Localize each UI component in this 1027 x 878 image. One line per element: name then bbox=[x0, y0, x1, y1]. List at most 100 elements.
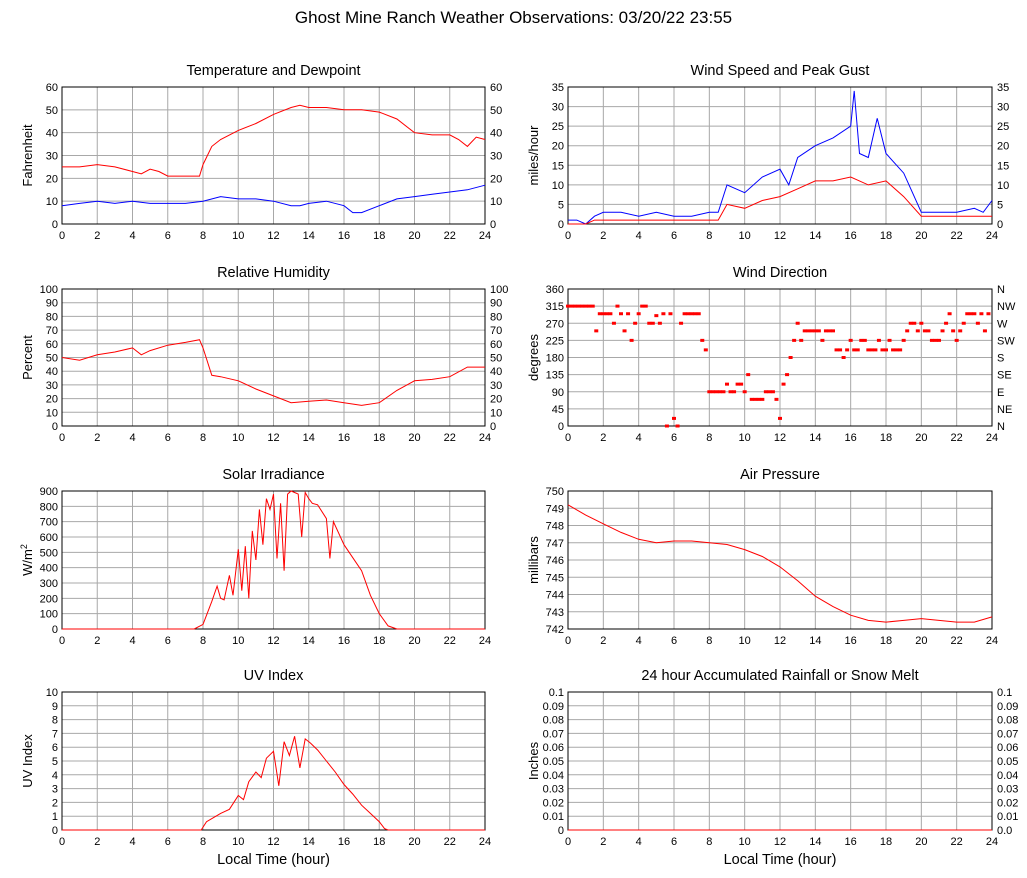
wdir-point-50 bbox=[742, 390, 747, 394]
rain-xtick-6: 6 bbox=[671, 836, 677, 848]
wdir-xtick-8: 8 bbox=[706, 432, 712, 444]
pressure-ylabel: millibars bbox=[526, 536, 541, 584]
wdir-ytick-8: 360 bbox=[546, 284, 564, 296]
rh-xtick-18: 18 bbox=[373, 432, 385, 444]
wdir-point-109 bbox=[951, 329, 956, 333]
wdir-rtick-0: N bbox=[997, 421, 1005, 433]
wdir-ytick-2: 90 bbox=[552, 387, 564, 399]
wdir-xtick-22: 22 bbox=[951, 432, 963, 444]
wdir-point-8 bbox=[594, 329, 599, 333]
rain-ytick-3: 0.03 bbox=[543, 784, 564, 796]
pressure-xtick-4: 4 bbox=[636, 635, 642, 647]
wdir-point-39 bbox=[703, 348, 708, 352]
rh-ytick-1: 10 bbox=[46, 407, 58, 419]
wind-xtick-10: 10 bbox=[739, 230, 751, 242]
solar-xtick-22: 22 bbox=[444, 635, 456, 647]
wdir-point-11 bbox=[604, 312, 609, 316]
uv-xtick-14: 14 bbox=[303, 836, 315, 848]
pressure-xtick-18: 18 bbox=[880, 635, 892, 647]
wdir-point-77 bbox=[838, 348, 843, 352]
rain-xtick-16: 16 bbox=[845, 836, 857, 848]
wdir-point-24 bbox=[650, 321, 655, 325]
solar-plot-frame bbox=[61, 490, 486, 630]
rain-ytick-0: 0 bbox=[558, 825, 564, 837]
rh-xtick-14: 14 bbox=[303, 432, 315, 444]
wdir-point-9 bbox=[597, 312, 602, 316]
rh-ytick-2: 20 bbox=[46, 394, 58, 406]
temp-rtick-2: 20 bbox=[490, 173, 502, 185]
wdir-plot-frame bbox=[567, 288, 993, 427]
wind-plot-frame bbox=[567, 86, 993, 225]
rain-xtick-8: 8 bbox=[706, 836, 712, 848]
solar-ytick-8: 800 bbox=[40, 501, 58, 513]
temp-xtick-10: 10 bbox=[232, 230, 244, 242]
wdir-point-18 bbox=[629, 338, 634, 342]
rh-rtick-4: 40 bbox=[490, 366, 502, 378]
wdir-point-32 bbox=[679, 321, 684, 325]
temp-xtick-0: 0 bbox=[59, 230, 65, 242]
solar-xtick-2: 2 bbox=[94, 635, 100, 647]
pressure-xtick-2: 2 bbox=[600, 635, 606, 647]
uv-ytick-8: 8 bbox=[52, 715, 58, 727]
wdir-point-52 bbox=[749, 397, 754, 401]
rh-rtick-7: 70 bbox=[490, 325, 502, 337]
uv-xtick-10: 10 bbox=[232, 836, 244, 848]
solar-ytick-5: 500 bbox=[40, 547, 58, 559]
wdir-point-55 bbox=[760, 397, 765, 401]
uv-ytick-2: 2 bbox=[52, 797, 58, 809]
wdir-ytick-7: 315 bbox=[546, 301, 564, 313]
rh-xtick-6: 6 bbox=[165, 432, 171, 444]
rain-ytick-10: 0.1 bbox=[549, 687, 564, 699]
wdir-point-89 bbox=[880, 348, 885, 352]
uv-xtick-24: 24 bbox=[479, 836, 491, 848]
pressure-xtick-20: 20 bbox=[915, 635, 927, 647]
wind-xtick-0: 0 bbox=[565, 230, 571, 242]
wind-rtick-1: 5 bbox=[997, 199, 1003, 211]
wdir-point-23 bbox=[647, 321, 652, 325]
uv-series-0-line bbox=[62, 736, 485, 831]
uv-ytick-5: 5 bbox=[52, 756, 58, 768]
wdir-point-35 bbox=[689, 312, 694, 316]
wdir-point-116 bbox=[975, 321, 980, 325]
wdir-point-94 bbox=[898, 348, 903, 352]
wdir-point-33 bbox=[682, 312, 687, 316]
temp-xtick-22: 22 bbox=[444, 230, 456, 242]
solar-title: Solar Irradiance bbox=[222, 467, 324, 483]
rh-rtick-1: 10 bbox=[490, 407, 502, 419]
wdir-xtick-24: 24 bbox=[986, 432, 998, 444]
rain-rtick-2: 0.02 bbox=[997, 797, 1018, 809]
rh-xtick-4: 4 bbox=[129, 432, 135, 444]
wdir-point-112 bbox=[961, 321, 966, 325]
wdir-point-68 bbox=[806, 329, 811, 333]
rain-ytick-5: 0.05 bbox=[543, 756, 564, 768]
wdir-point-10 bbox=[601, 312, 606, 316]
wdir-rtick-2: E bbox=[997, 387, 1004, 399]
wdir-rtick-7: NW bbox=[997, 301, 1016, 313]
uv-ytick-10: 10 bbox=[46, 687, 58, 699]
wdir-point-76 bbox=[834, 348, 839, 352]
wdir-point-73 bbox=[823, 329, 828, 333]
pressure-ytick-7: 749 bbox=[546, 503, 564, 515]
rain-xtick-20: 20 bbox=[915, 836, 927, 848]
solar-xtick-4: 4 bbox=[129, 635, 135, 647]
wdir-point-62 bbox=[785, 373, 790, 377]
wind-ytick-7: 35 bbox=[552, 82, 564, 94]
uv-ylabel: UV Index bbox=[20, 734, 35, 788]
wind-xtick-20: 20 bbox=[915, 230, 927, 242]
pressure-xtick-0: 0 bbox=[565, 635, 571, 647]
wdir-point-17 bbox=[626, 312, 631, 316]
wdir-point-20 bbox=[636, 312, 641, 316]
wdir-point-45 bbox=[725, 382, 729, 386]
wind-xtick-4: 4 bbox=[636, 230, 642, 242]
rain-title: 24 hour Accumulated Rainfall or Snow Mel… bbox=[641, 668, 918, 684]
temp-ytick-4: 40 bbox=[46, 128, 58, 140]
wdir-xtick-2: 2 bbox=[600, 432, 606, 444]
wind-xtick-18: 18 bbox=[880, 230, 892, 242]
wdir-point-88 bbox=[876, 338, 881, 342]
solar-ylabel-superscript: 2 bbox=[19, 544, 29, 549]
wdir-point-25 bbox=[654, 314, 659, 318]
uv-ytick-1: 1 bbox=[52, 811, 58, 823]
